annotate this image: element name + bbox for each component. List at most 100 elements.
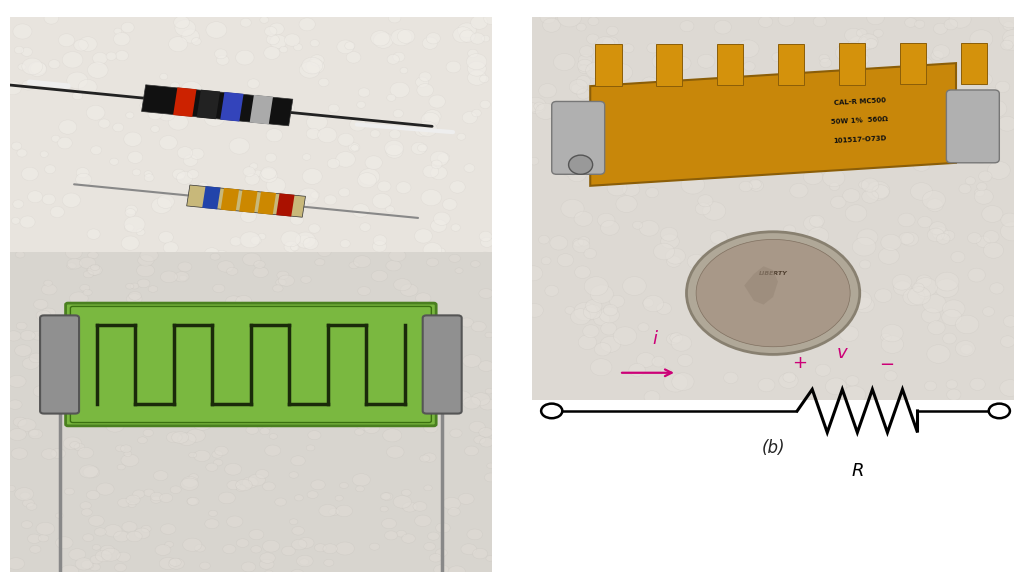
Circle shape: [664, 373, 688, 392]
Circle shape: [912, 157, 930, 171]
Circle shape: [411, 346, 424, 357]
Circle shape: [83, 271, 93, 278]
Circle shape: [903, 288, 925, 305]
Circle shape: [49, 300, 67, 314]
Circle shape: [217, 324, 232, 335]
Circle shape: [390, 82, 410, 98]
Circle shape: [869, 121, 882, 132]
Circle shape: [44, 13, 58, 24]
Circle shape: [386, 446, 404, 458]
Circle shape: [388, 343, 406, 354]
Circle shape: [830, 196, 846, 208]
Circle shape: [466, 338, 479, 349]
Circle shape: [570, 309, 591, 325]
Circle shape: [70, 442, 80, 448]
Circle shape: [249, 530, 264, 540]
Circle shape: [735, 235, 746, 244]
Circle shape: [124, 451, 132, 456]
Circle shape: [485, 332, 493, 337]
Circle shape: [687, 255, 706, 269]
Circle shape: [59, 400, 73, 409]
Circle shape: [210, 283, 226, 295]
Circle shape: [831, 84, 845, 94]
Circle shape: [988, 161, 1011, 180]
Circle shape: [950, 105, 966, 117]
Circle shape: [727, 333, 742, 346]
Circle shape: [811, 133, 833, 151]
Circle shape: [288, 368, 306, 382]
Circle shape: [182, 476, 198, 487]
Circle shape: [54, 378, 71, 388]
Circle shape: [587, 34, 599, 44]
Circle shape: [389, 250, 406, 261]
Circle shape: [186, 429, 206, 442]
Circle shape: [447, 372, 459, 382]
Circle shape: [121, 343, 130, 349]
Circle shape: [643, 89, 665, 106]
Circle shape: [613, 327, 637, 345]
Circle shape: [260, 17, 268, 23]
Circle shape: [263, 321, 284, 338]
Circle shape: [8, 400, 23, 410]
Polygon shape: [656, 44, 682, 86]
Circle shape: [183, 362, 197, 371]
Circle shape: [424, 295, 440, 308]
Circle shape: [480, 237, 494, 247]
Circle shape: [317, 128, 337, 143]
Circle shape: [261, 167, 276, 180]
Circle shape: [140, 101, 151, 110]
Circle shape: [446, 353, 461, 363]
Circle shape: [794, 92, 813, 107]
Circle shape: [910, 60, 928, 74]
Circle shape: [777, 74, 797, 90]
Circle shape: [224, 96, 234, 104]
Circle shape: [479, 341, 494, 352]
Circle shape: [50, 206, 65, 217]
Circle shape: [51, 448, 66, 459]
Circle shape: [646, 188, 658, 198]
Circle shape: [365, 382, 376, 391]
Polygon shape: [221, 188, 239, 211]
Circle shape: [360, 305, 370, 312]
Circle shape: [983, 307, 994, 316]
Circle shape: [258, 330, 269, 339]
Circle shape: [128, 152, 142, 164]
Circle shape: [136, 264, 155, 277]
Ellipse shape: [686, 232, 860, 355]
Circle shape: [864, 66, 880, 78]
Circle shape: [695, 202, 711, 215]
Circle shape: [367, 419, 379, 428]
Circle shape: [187, 289, 207, 304]
Circle shape: [356, 420, 373, 431]
Circle shape: [573, 302, 597, 321]
Circle shape: [821, 126, 831, 135]
Circle shape: [856, 29, 867, 37]
Circle shape: [919, 289, 931, 299]
Circle shape: [348, 280, 364, 293]
Circle shape: [933, 45, 949, 58]
Circle shape: [121, 408, 130, 414]
Circle shape: [109, 305, 126, 319]
Circle shape: [982, 205, 1002, 223]
Circle shape: [914, 20, 925, 29]
Circle shape: [374, 33, 393, 48]
Circle shape: [571, 127, 589, 141]
Circle shape: [577, 89, 590, 99]
Circle shape: [567, 166, 587, 182]
Circle shape: [352, 253, 369, 266]
Circle shape: [154, 471, 168, 480]
Circle shape: [168, 558, 184, 569]
Circle shape: [437, 153, 450, 162]
Circle shape: [48, 376, 67, 389]
Circle shape: [749, 109, 762, 120]
FancyBboxPatch shape: [552, 101, 604, 174]
Circle shape: [126, 293, 142, 304]
Circle shape: [697, 194, 713, 207]
Circle shape: [63, 437, 82, 450]
Circle shape: [600, 336, 621, 352]
Circle shape: [302, 57, 323, 74]
Circle shape: [586, 62, 607, 79]
Circle shape: [930, 222, 946, 235]
Circle shape: [855, 74, 878, 93]
Circle shape: [80, 330, 98, 345]
